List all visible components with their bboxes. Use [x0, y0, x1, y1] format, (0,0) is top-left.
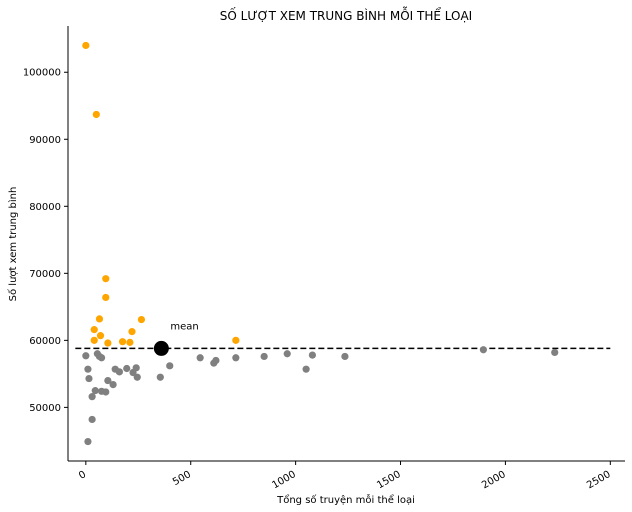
x-tick-label: 500	[171, 469, 193, 488]
data-point-above	[232, 336, 240, 344]
y-tick-label: 50000	[29, 403, 61, 414]
mean-layer: mean	[153, 321, 199, 356]
data-point-above	[95, 315, 104, 323]
x-tick-label: 2500	[585, 469, 613, 491]
data-point-below	[302, 365, 310, 373]
x-axis-ticks: 0 500 1000 1500 2000 2500	[77, 461, 613, 491]
plot-area	[67, 26, 625, 462]
data-point-below	[156, 373, 164, 381]
data-point-below	[88, 415, 96, 424]
mean-point	[153, 340, 169, 356]
data-point-below	[102, 388, 110, 396]
y-tick-label: 60000	[29, 336, 61, 347]
data-point-above	[102, 275, 110, 283]
data-point-above	[82, 41, 90, 50]
data-point-above	[126, 338, 134, 346]
data-point-above	[90, 336, 98, 344]
data-point-below	[88, 393, 96, 401]
data-point-below	[341, 352, 349, 361]
data-point-below	[283, 350, 291, 358]
x-tick-label: 2000	[480, 469, 508, 491]
data-point-below	[260, 352, 268, 361]
data-point-below	[84, 365, 92, 373]
x-tick-label: 1500	[375, 469, 403, 491]
chart-title: SỐ LƯỢT XEM TRUNG BÌNH MỖI THỂ LOẠI	[220, 6, 472, 23]
y-tick-label: 90000	[29, 135, 61, 146]
x-tick-label: 1000	[270, 469, 298, 491]
data-point-below	[210, 359, 218, 367]
data-point-above	[118, 338, 127, 346]
y-axis-label: Số lượt xem trung bình	[7, 187, 19, 302]
data-point-below	[104, 376, 112, 385]
data-point-below	[479, 346, 487, 354]
data-point-below	[91, 387, 99, 395]
data-point-below	[196, 354, 204, 362]
data-point-below	[133, 373, 141, 381]
data-point-below	[551, 348, 559, 357]
data-point-below	[109, 380, 117, 389]
data-point-below	[129, 368, 137, 377]
y-tick-label: 70000	[29, 269, 61, 280]
data-point-above	[92, 110, 100, 119]
data-point-below	[123, 364, 131, 373]
x-axis-label: Tổng số truyện mỗi thể loại	[276, 493, 415, 506]
data-point-above	[128, 328, 136, 336]
x-tick-label: 0	[77, 469, 88, 482]
data-point-above	[137, 315, 146, 324]
data-point-above	[96, 332, 105, 340]
data-point-below	[115, 368, 123, 376]
data-point-above	[104, 339, 112, 347]
y-axis-ticks: 50000 60000 70000 80000 90000 100000	[23, 68, 68, 414]
data-point-above	[102, 293, 110, 302]
data-point-below	[232, 354, 240, 362]
data-point-below	[308, 351, 317, 359]
mean-label: mean	[170, 321, 198, 332]
data-point-above	[90, 326, 98, 334]
data-point-below	[82, 352, 90, 360]
y-tick-label: 100000	[23, 68, 61, 79]
data-point-below	[85, 374, 93, 383]
data-points	[82, 41, 559, 446]
data-point-below	[84, 437, 92, 446]
data-point-below	[166, 362, 174, 370]
data-point-below	[97, 354, 106, 362]
y-tick-label: 80000	[29, 202, 61, 213]
